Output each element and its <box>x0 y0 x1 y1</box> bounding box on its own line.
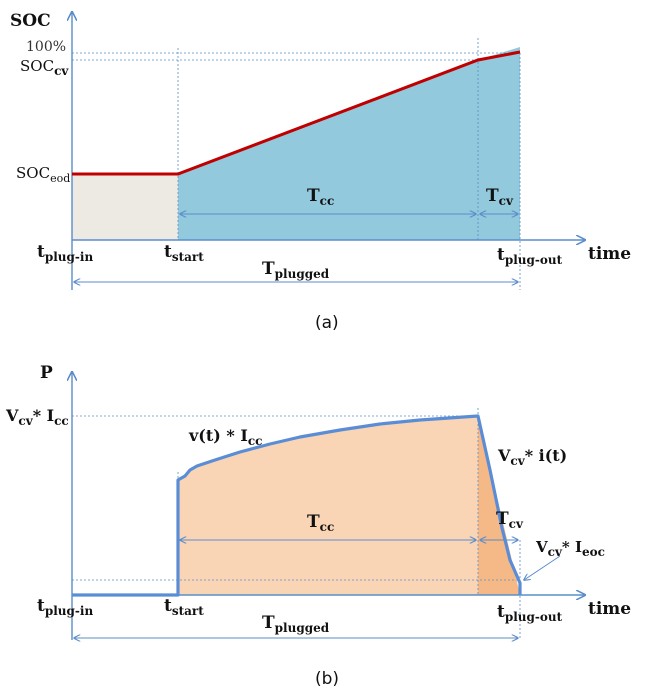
t-plug-out-label-b: tplug-out <box>497 602 563 624</box>
t-start-label-a: tstart <box>164 242 204 264</box>
eoc-label: Vcv* Ieoc <box>535 538 605 559</box>
cv-curve-label: Vcv* i(t) <box>497 446 567 468</box>
tplugged-label-a: Tplugged <box>262 259 330 281</box>
caption-a: (a) <box>315 313 339 333</box>
time-axis-label-b: time <box>588 599 631 619</box>
power-axis-label: P <box>40 363 53 383</box>
panel-b-power: P time Vcv* Icc v(t) * Icc Vcv* i(t) Vcv… <box>5 363 631 689</box>
t-plug-out-label-a: tplug-out <box>497 245 563 267</box>
t-start-label-b: tstart <box>164 596 204 618</box>
caption-b: (b) <box>315 669 339 689</box>
time-axis-label-a: time <box>588 244 631 264</box>
soc-axis-label: SOC <box>10 11 51 31</box>
tcv-label-b: Tcv <box>496 509 524 531</box>
cc-curve-label: v(t) * Icc <box>188 426 262 448</box>
t-plug-in-label-a: tplug-in <box>37 242 93 264</box>
vcv-icc-tick: Vcv* Icc <box>5 406 69 428</box>
soc-100-tick: 100% <box>26 39 66 55</box>
soc-eod-tick: SOCeod <box>16 164 70 185</box>
tplugged-label-b: Tplugged <box>262 613 330 635</box>
eoc-pointer-arrow <box>524 556 560 580</box>
soc-idle-area <box>72 174 178 240</box>
t-plug-in-label-b: tplug-in <box>37 596 93 618</box>
panel-a-soc: SOC time 100% SOCcv SOCeod tplug-in tsta… <box>10 11 631 333</box>
soc-cv-tick: SOCcv <box>20 57 69 78</box>
soc-charging-area <box>178 47 520 240</box>
